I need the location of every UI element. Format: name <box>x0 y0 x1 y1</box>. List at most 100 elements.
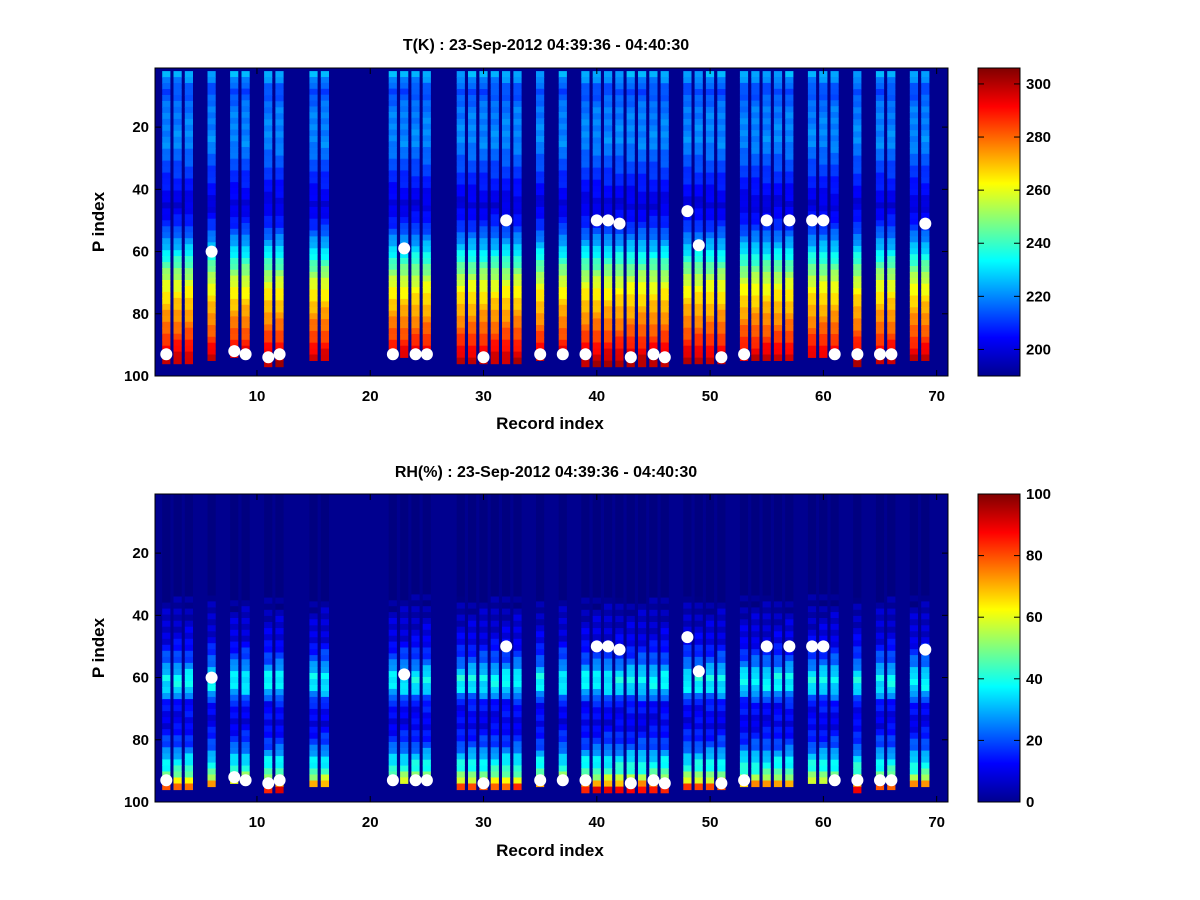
heatmap-cell <box>705 256 715 263</box>
heatmap-cell <box>626 731 635 739</box>
heatmap-cell <box>615 360 624 368</box>
heatmap-cell <box>558 553 567 560</box>
heatmap-cell <box>490 771 499 779</box>
heatmap-cell <box>468 238 477 245</box>
heatmap-cell <box>490 759 499 766</box>
heatmap-cell <box>173 656 182 664</box>
heatmap-cell <box>207 106 216 113</box>
heatmap-cell <box>830 753 839 761</box>
heatmap-cell <box>638 780 647 788</box>
heatmap-cell <box>853 89 862 96</box>
heatmap-cell <box>275 167 284 175</box>
heatmap-cell <box>819 182 828 189</box>
heatmap-cell <box>468 83 477 90</box>
heatmap-cell <box>320 260 329 267</box>
heatmap-cell <box>173 650 182 658</box>
heatmap-cell <box>468 650 477 658</box>
data-marker <box>919 217 932 230</box>
heatmap-cell <box>513 172 522 180</box>
data-marker <box>273 348 286 361</box>
heatmap-cell <box>320 325 329 332</box>
heatmap-cell <box>739 547 749 555</box>
heatmap-cell <box>173 638 182 646</box>
heatmap-cell <box>717 729 726 736</box>
heatmap-cell <box>717 542 726 549</box>
heatmap-cell <box>604 774 613 782</box>
heatmap-cell <box>819 71 828 78</box>
heatmap-cell <box>241 193 250 201</box>
heatmap-cell <box>830 246 839 253</box>
heatmap-cell <box>490 753 499 760</box>
heatmap-cell <box>705 518 715 525</box>
heatmap-cell <box>275 591 284 599</box>
heatmap-cell <box>626 324 635 331</box>
heatmap-cell <box>592 89 601 96</box>
heatmap-cell <box>490 89 499 96</box>
heatmap-cell <box>615 743 624 751</box>
heatmap-cell <box>468 291 477 299</box>
heatmap-cell <box>513 286 522 293</box>
heatmap-cell <box>785 94 794 102</box>
heatmap-cell <box>275 83 284 90</box>
heatmap-cell <box>309 559 318 567</box>
heatmap-cell <box>649 756 658 763</box>
heatmap-cell <box>468 536 477 543</box>
heatmap-cell <box>513 303 522 311</box>
heatmap-cell <box>694 315 703 323</box>
heatmap-cell <box>320 100 329 108</box>
heatmap-cell <box>762 118 771 125</box>
heatmap-cell <box>162 668 171 676</box>
heatmap-cell <box>592 101 601 108</box>
heatmap-cell <box>592 743 601 751</box>
heatmap-cell <box>479 638 488 646</box>
heatmap-cell <box>241 712 250 719</box>
heatmap-cell <box>853 512 862 519</box>
heatmap-cell <box>751 94 760 102</box>
heatmap-cell <box>785 330 794 338</box>
heatmap-cell <box>751 631 760 638</box>
heatmap-cell <box>830 653 839 660</box>
heatmap-cell <box>502 250 511 257</box>
heatmap-cell <box>853 143 862 151</box>
heatmap-cell <box>705 626 715 634</box>
heatmap-cell <box>422 82 431 90</box>
heatmap-cell <box>241 564 250 572</box>
heatmap-cell <box>558 712 567 719</box>
heatmap-cell <box>604 548 613 556</box>
heatmap-cell <box>762 130 771 137</box>
heatmap-cell <box>411 747 420 755</box>
heatmap-cell <box>513 297 522 305</box>
heatmap-cell <box>739 517 749 525</box>
heatmap-cell <box>853 786 862 794</box>
heatmap-cell <box>230 252 239 259</box>
heatmap-cell <box>558 304 567 312</box>
heatmap-cell <box>819 623 828 631</box>
heatmap-cell <box>819 559 828 566</box>
heatmap-cell <box>411 665 420 672</box>
heatmap-cell <box>422 629 431 637</box>
data-marker <box>602 640 615 653</box>
heatmap-cell <box>422 523 431 530</box>
heatmap-cell <box>513 106 522 114</box>
heatmap-cell <box>275 179 284 187</box>
heatmap-cell <box>762 342 771 350</box>
heatmap-cell <box>830 665 839 672</box>
heatmap-cell <box>638 173 647 181</box>
heatmap-cell <box>207 319 216 326</box>
data-marker <box>420 774 433 787</box>
heatmap-cell <box>400 653 409 660</box>
heatmap-cell <box>615 597 624 605</box>
heatmap-cell <box>751 313 760 320</box>
heatmap-cell <box>411 724 420 731</box>
heatmap-cell <box>309 266 318 273</box>
heatmap-cell <box>717 693 726 700</box>
heatmap-cell <box>264 360 273 368</box>
heatmap-cell <box>705 524 715 531</box>
heatmap-cell <box>807 316 817 323</box>
heatmap-cell <box>819 263 828 271</box>
heatmap-cell <box>773 336 783 344</box>
heatmap-cell <box>705 112 715 120</box>
heatmap-cell <box>468 572 477 579</box>
heatmap-cell <box>694 723 703 730</box>
heatmap-cell <box>411 147 420 154</box>
